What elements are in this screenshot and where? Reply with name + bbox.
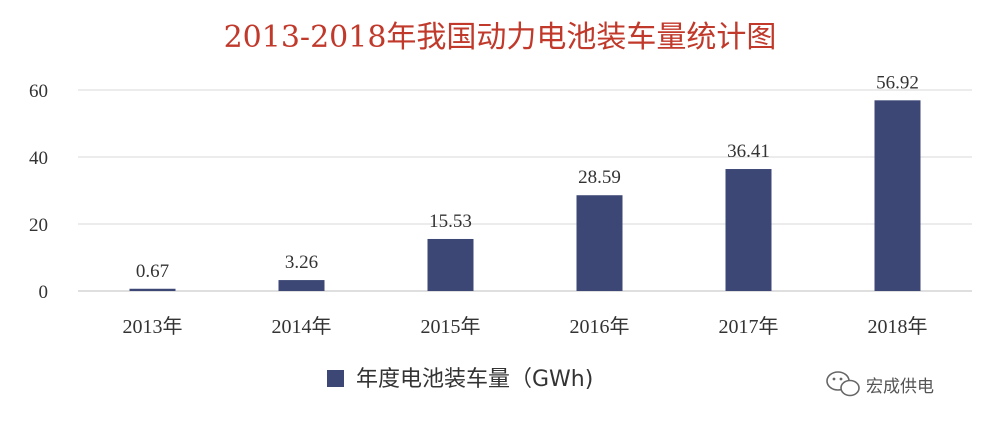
y-tick-label: 60	[29, 81, 48, 102]
watermark-text: 宏成供电	[866, 377, 934, 397]
y-tick-label: 0	[39, 282, 49, 303]
legend-swatch	[327, 370, 344, 387]
gridlines	[78, 89, 972, 292]
legend-label: 年度电池装车量（GWh)	[356, 367, 593, 392]
bars	[129, 100, 921, 292]
y-tick-label: 20	[29, 215, 48, 236]
data-labels: 0.67 3.26 15.53 28.59 36.41 56.92	[136, 72, 919, 281]
watermark: 宏成供电	[826, 371, 934, 397]
bar	[576, 195, 623, 291]
x-tick-label: 2014年	[272, 315, 332, 338]
bar	[278, 280, 325, 291]
data-label: 36.41	[727, 141, 770, 162]
x-tick-label: 2016年	[570, 315, 630, 338]
bar	[874, 100, 921, 292]
x-tick-label: 2015年	[421, 315, 481, 338]
wechat-icon	[826, 371, 860, 397]
x-tick-label: 2013年	[123, 315, 183, 338]
data-label: 56.92	[876, 72, 919, 93]
data-label: 3.26	[285, 252, 318, 273]
data-label: 15.53	[429, 211, 472, 232]
chart-title: 2013-2018年我国动力电池装车量统计图	[224, 20, 777, 55]
data-label: 0.67	[136, 261, 169, 282]
bar	[129, 288, 176, 291]
data-label: 28.59	[578, 167, 621, 188]
y-tick-label: 40	[29, 148, 48, 169]
legend: 年度电池装车量（GWh)	[327, 367, 593, 392]
bar	[725, 169, 772, 291]
x-tick-label: 2018年	[868, 315, 928, 338]
y-axis-ticks: 0 20 40 60	[29, 81, 48, 303]
x-tick-label: 2017年	[719, 315, 779, 338]
bar	[427, 238, 474, 291]
x-axis-ticks: 2013年 2014年 2015年 2016年 2017年 2018年	[123, 315, 928, 338]
